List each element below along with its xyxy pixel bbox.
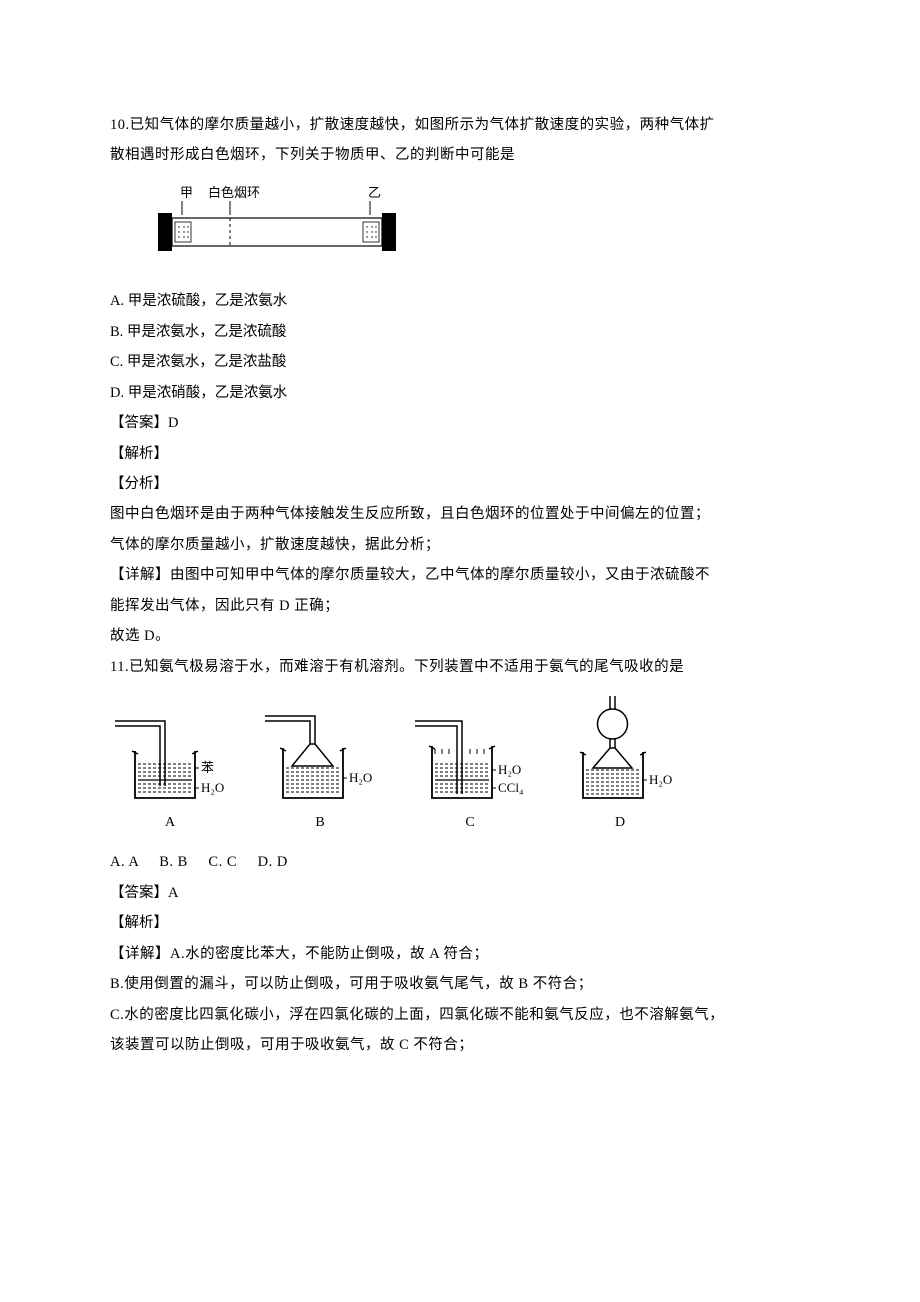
q11-fig-d: H₂O D xyxy=(560,696,680,837)
q10-fig-ring-label: 白色烟环 xyxy=(208,185,260,200)
q11-b-label-h2o: H₂O xyxy=(349,770,372,785)
q11-cap-a: A xyxy=(110,808,230,837)
q11-fig-b: H₂O B xyxy=(260,706,380,837)
q10-analysis-1: 图中白色烟环是由于两种气体接触发生反应所致，且白色烟环的位置处于中间偏左的位置； xyxy=(110,499,810,529)
q11-c-label-h2o: H₂O xyxy=(498,762,521,777)
q10-option-b: B. 甲是浓氨水，乙是浓硫酸 xyxy=(110,317,810,347)
q10-option-d: D. 甲是浓硝酸，乙是浓氨水 xyxy=(110,378,810,408)
q11-cap-c: C xyxy=(410,808,530,837)
q11-option-line: A. A B. B C. C D. D xyxy=(110,847,810,877)
q11-c-label-ccl4: CCl₄ xyxy=(498,780,524,795)
q11-stem: 11.已知氨气极易溶于水，而难溶于有机溶剂。下列装置中不适用于氨气的尾气吸收的是 xyxy=(110,652,810,682)
q11-detail-c2: 该装置可以防止倒吸，可用于吸收氨气，故 C 不符合； xyxy=(110,1030,810,1060)
q11-a-label-h2o: H₂O xyxy=(201,780,224,795)
q11-fig-c: H₂O CCl₄ C xyxy=(410,706,530,837)
q11-fig-a: 苯 H₂O A xyxy=(110,706,230,837)
q11-a-label-benzene: 苯 xyxy=(201,760,214,775)
q11-diagram-row: 苯 H₂O A xyxy=(110,696,810,837)
q11-detail-b: B.使用倒置的漏斗，可以防止倒吸，可用于吸收氨气尾气，故 B 不符合； xyxy=(110,969,810,999)
q10-fenxi: 【分析】 xyxy=(110,469,810,499)
q10-option-a: A. 甲是浓硫酸，乙是浓氨水 xyxy=(110,286,810,316)
q10-fig-right-label: 乙 xyxy=(368,185,381,200)
q10-stem-line2: 散相遇时形成白色烟环，下列关于物质甲、乙的判断中可能是 xyxy=(110,140,810,170)
q11-cap-d: D xyxy=(560,808,680,837)
q10-pick: 故选 D。 xyxy=(110,621,810,651)
q10-detail-1: 【详解】由图中可知甲中气体的摩尔质量较大，乙中气体的摩尔质量较小，又由于浓硫酸不 xyxy=(110,560,810,590)
q11-jiexi: 【解析】 xyxy=(110,908,810,938)
q11-detail-a: 【详解】A.水的密度比苯大，不能防止倒吸，故 A 符合； xyxy=(110,939,810,969)
q10-diagram: 甲 白色烟环 乙 xyxy=(140,183,810,274)
q10-detail-2: 能挥发出气体，因此只有 D 正确； xyxy=(110,591,810,621)
q10-analysis-2: 气体的摩尔质量越小，扩散速度越快，据此分析； xyxy=(110,530,810,560)
q10-jiexi: 【解析】 xyxy=(110,439,810,469)
q11-answer: 【答案】A xyxy=(110,878,810,908)
q10-option-c: C. 甲是浓氨水，乙是浓盐酸 xyxy=(110,347,810,377)
q10-stem-line1: 10.已知气体的摩尔质量越小，扩散速度越快，如图所示为气体扩散速度的实验，两种气… xyxy=(110,110,810,140)
q11-cap-b: B xyxy=(260,808,380,837)
q11-detail-c1: C.水的密度比四氯化碳小，浮在四氯化碳的上面，四氯化碳不能和氨气反应，也不溶解氨… xyxy=(110,1000,810,1030)
q10-answer: 【答案】D xyxy=(110,408,810,438)
q10-fig-left-label: 甲 xyxy=(180,185,193,200)
q11-d-label-h2o: H₂O xyxy=(649,772,672,787)
